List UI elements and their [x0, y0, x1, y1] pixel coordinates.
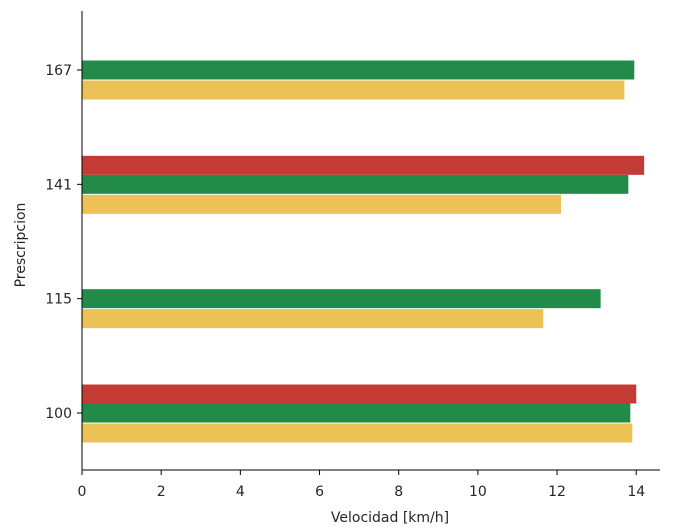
x-tick-label: 4 [236, 484, 245, 500]
y-ticks-group: 100 115 141 167 [45, 63, 82, 422]
y-tick-label: 141 [45, 177, 72, 193]
y-tick-label: 115 [45, 292, 72, 308]
x-ticks-group: 0 2 4 6 8 10 12 14 [78, 470, 645, 500]
bar-series2-100 [82, 403, 631, 423]
x-tick-label: 8 [394, 484, 403, 500]
bar-series1-100 [82, 423, 633, 443]
y-tick-label: 167 [45, 63, 72, 79]
bar-series2-141 [82, 174, 629, 194]
x-tick-label: 2 [157, 484, 166, 500]
bar-series3-141 [82, 155, 645, 175]
bar-series1-167 [82, 80, 625, 100]
bars-group [82, 60, 645, 443]
bar-series1-115 [82, 309, 544, 329]
x-tick-label: 0 [78, 484, 87, 500]
bar-series3-100 [82, 384, 637, 404]
x-tick-label: 10 [469, 484, 487, 500]
bar-series2-115 [82, 289, 601, 309]
bar-series1-141 [82, 194, 562, 214]
x-tick-label: 6 [315, 484, 324, 500]
y-axis-title: Prescripcion [13, 203, 29, 288]
y-tick-label: 100 [45, 406, 72, 422]
x-axis-title: Velocidad [km/h] [331, 510, 449, 526]
x-tick-label: 12 [548, 484, 566, 500]
bar-series2-167 [82, 60, 635, 80]
x-tick-label: 14 [627, 484, 645, 500]
